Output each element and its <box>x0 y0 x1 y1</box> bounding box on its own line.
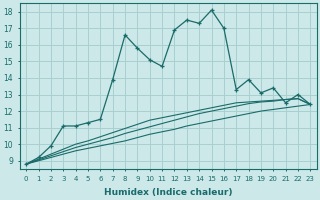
X-axis label: Humidex (Indice chaleur): Humidex (Indice chaleur) <box>104 188 233 197</box>
